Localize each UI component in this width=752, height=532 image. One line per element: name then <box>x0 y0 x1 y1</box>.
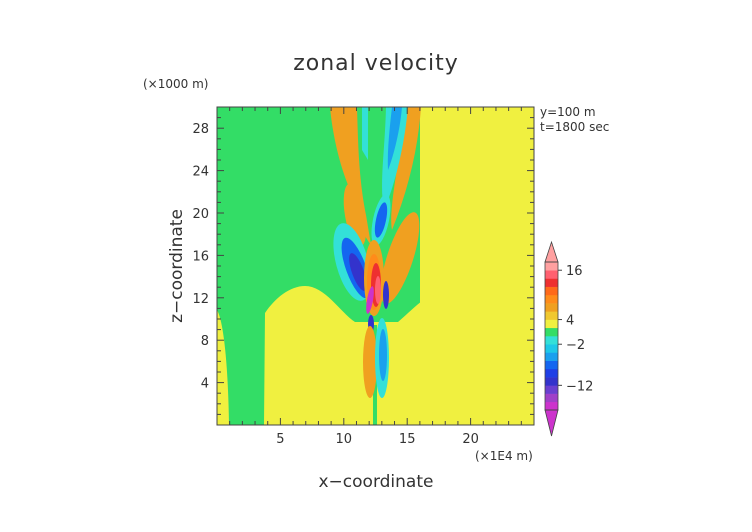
x-tick-label: 20 <box>462 432 479 447</box>
field-blue-lobe-upper <box>374 202 388 238</box>
field-blue-plume-right <box>387 107 402 170</box>
x-axis-unit: (×1E4 m) <box>475 449 533 463</box>
y-tick-label: 12 <box>192 292 209 307</box>
field-pink-core <box>375 276 381 304</box>
colorbar-tick-label: −12 <box>566 379 593 394</box>
x-tick-label: 10 <box>336 432 353 447</box>
field-orange-lobe-right <box>380 212 420 304</box>
colorbar: 16 4 −2 −12 <box>544 240 593 437</box>
colorbar-tick-label: 4 <box>566 314 574 329</box>
colorbar-swatch <box>545 270 558 279</box>
x-axis-label: x−coordinate <box>319 472 434 492</box>
field-darkblue-lobe-left <box>349 253 367 291</box>
y-value-annotation: y=100 m <box>540 105 596 119</box>
chart-title: zonal velocity <box>293 51 459 76</box>
colorbar-swatch <box>545 327 558 337</box>
colorbar-frame <box>544 261 559 411</box>
colorbar-swatch <box>545 303 558 312</box>
y-tick-label: 20 <box>192 207 209 222</box>
colorbar-swatch <box>545 360 558 370</box>
colorbar-swatch <box>545 352 558 361</box>
y-tick-label: 28 <box>192 122 209 137</box>
colorbar-swatch <box>545 286 558 296</box>
colorbar-swatch <box>545 368 558 378</box>
colorbar-swatch <box>545 319 558 329</box>
velocity-field <box>217 107 534 425</box>
y-tick-label: 24 <box>192 165 209 180</box>
colorbar-swatch <box>545 311 558 320</box>
field-orange-lower <box>363 326 377 398</box>
field-blue-lower <box>379 329 387 381</box>
colorbar-tick-label: −2 <box>566 338 585 353</box>
colorbar-swatch <box>545 278 558 287</box>
y-tick-label: 16 <box>192 249 209 264</box>
colorbar-swatch <box>545 401 558 411</box>
colorbar-swatch <box>545 344 558 353</box>
field-left-edge-yellow <box>217 310 229 425</box>
colorbar-swatch <box>545 377 558 386</box>
field-orange-plume-right <box>391 107 421 230</box>
field-cyan-plume-right <box>382 107 408 210</box>
y-axis-label: z−coordinate <box>167 209 187 323</box>
field-magenta-core <box>366 286 374 314</box>
field-darkblue-core-right <box>383 281 389 309</box>
colorbar-min-arrow <box>544 409 559 437</box>
colorbar-tick-label: 16 <box>566 264 583 279</box>
y-tick-label: 4 <box>201 377 209 392</box>
colorbar-swatch <box>545 294 558 304</box>
axes: 5 10 15 20 4 8 12 16 20 24 28 <box>192 106 535 447</box>
field-cyan-plume-left <box>362 107 368 160</box>
y-tick-label: 8 <box>201 334 209 349</box>
colorbar-swatch <box>545 336 558 345</box>
x-tick-label: 5 <box>276 432 284 447</box>
colorbar-max-arrow <box>544 240 559 263</box>
y-axis-unit: (×1000 m) <box>143 77 208 91</box>
colorbar-swatch <box>545 385 558 394</box>
time-annotation: t=1800 sec <box>540 120 609 134</box>
colorbar-swatch <box>545 262 558 271</box>
x-tick-label: 15 <box>399 432 416 447</box>
colorbar-swatch <box>545 393 558 403</box>
